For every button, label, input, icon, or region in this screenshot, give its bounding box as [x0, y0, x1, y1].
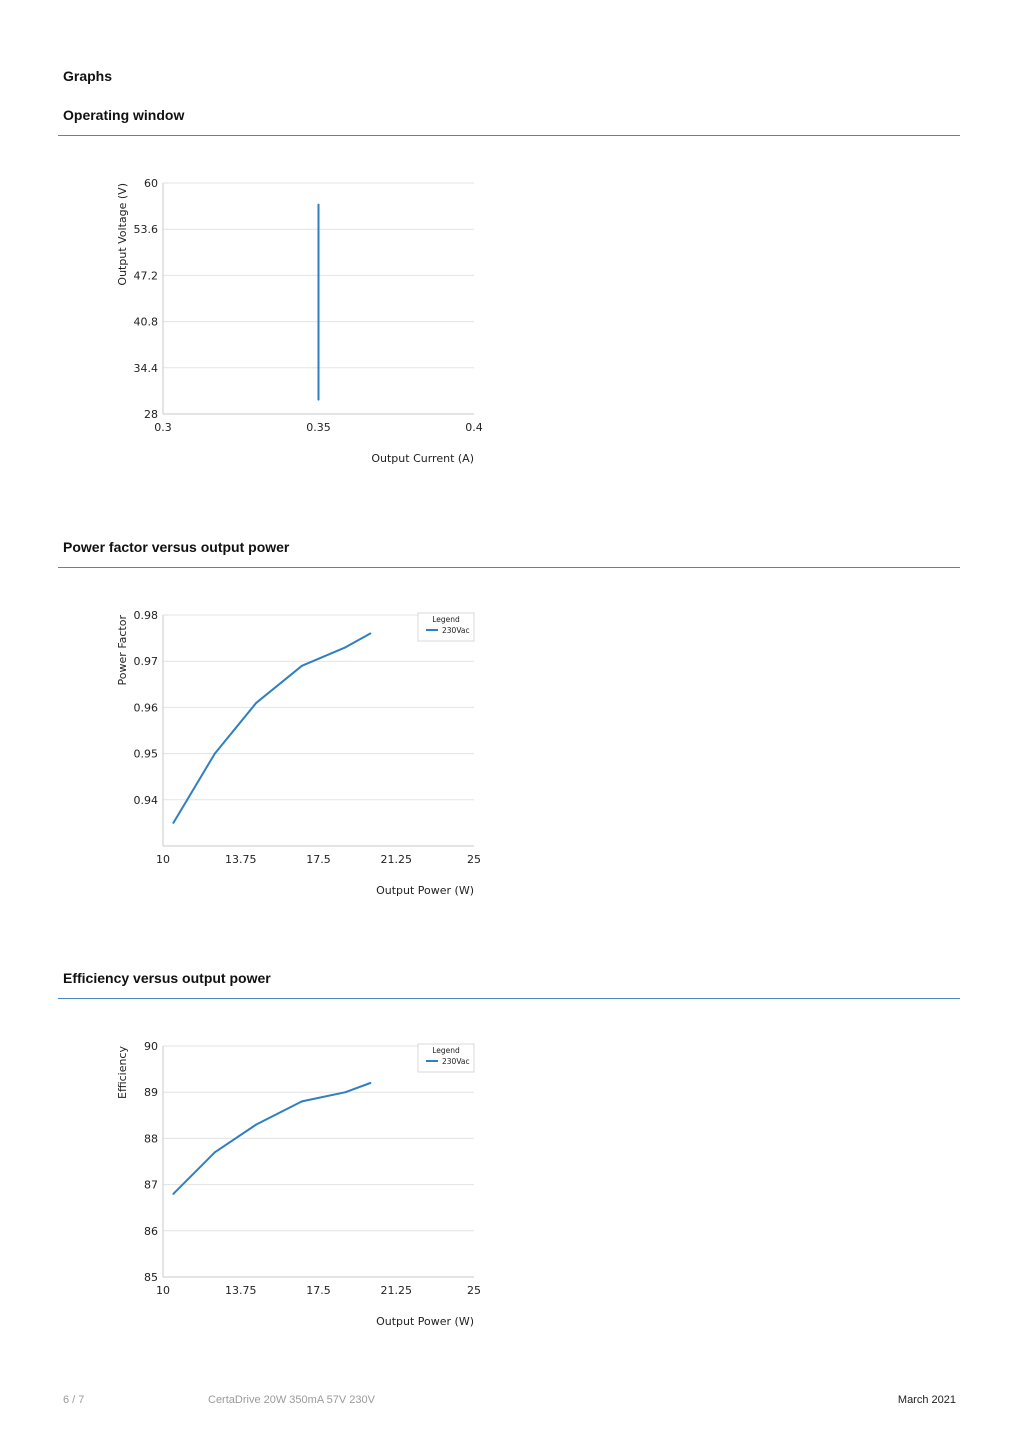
y-tick-label: 60	[144, 177, 158, 190]
data-point	[317, 398, 320, 401]
series-line-230Vac	[172, 1082, 371, 1195]
x-tick-label: 13.75	[225, 1284, 257, 1297]
x-tick-label: 13.75	[225, 853, 257, 866]
legend-item: 230Vac	[442, 1057, 470, 1066]
legend-box	[417, 1043, 475, 1073]
y-tick-label: 0.96	[134, 701, 159, 714]
y-tick-label: 88	[144, 1132, 158, 1145]
data-point	[255, 1123, 258, 1126]
y-tick-label: 0.94	[134, 794, 159, 807]
y-tick-label: 0.97	[134, 655, 159, 668]
y-tick-label: 34.4	[134, 362, 159, 375]
y-tick-label: 0.95	[134, 748, 159, 761]
x-tick-label: 0.4	[465, 421, 483, 434]
x-tick-label: 10	[156, 1284, 170, 1297]
data-point	[213, 752, 216, 755]
y-tick-label: 53.6	[134, 223, 159, 236]
legend-box	[417, 612, 475, 642]
series-line-230Vac	[172, 632, 371, 824]
data-point	[300, 664, 303, 667]
x-tick-label: 17.5	[306, 1284, 331, 1297]
x-tick-label: 21.25	[381, 853, 413, 866]
section-divider	[58, 998, 960, 999]
data-point	[300, 1100, 303, 1103]
y-tick-label: 89	[144, 1086, 158, 1099]
data-point	[255, 701, 258, 704]
x-tick-label: 0.35	[306, 421, 331, 434]
data-point	[344, 646, 347, 649]
y-tick-label: 85	[144, 1271, 158, 1284]
data-point	[344, 1091, 347, 1094]
data-point	[317, 203, 320, 206]
data-point	[369, 632, 372, 635]
power-factor-chart: 0.98 0.97 0.96 0.95 0.94 10 13.75 17.5 21.25 25 Ou…	[116, 609, 481, 897]
section-title-efficiency: Efficiency versus output power	[63, 970, 271, 986]
data-point	[369, 1081, 372, 1084]
y-tick-label: 86	[144, 1225, 158, 1238]
x-axis-label: Output Power (W)	[376, 884, 474, 897]
x-axis-label: Output Current (A)	[371, 452, 474, 465]
section-title-operating-window: Operating window	[63, 107, 185, 123]
legend-title: Legend	[432, 1046, 460, 1055]
y-axis-label: Power Factor	[116, 615, 129, 686]
y-axis-label: Efficiency	[116, 1046, 129, 1099]
footer-date: March 2021	[897, 1394, 956, 1406]
y-tick-label: 28	[144, 408, 158, 421]
y-tick-label: 47.2	[134, 269, 159, 282]
section-divider	[58, 135, 960, 136]
y-tick-label: 0.98	[134, 609, 159, 622]
y-axis-label: Output Voltage (V)	[116, 183, 129, 286]
data-point	[172, 1192, 175, 1195]
section-divider	[58, 567, 960, 568]
y-tick-label: 87	[144, 1179, 158, 1192]
footer-page-number: 6 / 7	[63, 1394, 85, 1406]
data-point	[172, 821, 175, 824]
legend-title: Legend	[432, 615, 460, 624]
operating-window-chart: 60 53.6 47.2 40.8 34.4 280.3 0.35 0.4 Output Cur…	[116, 177, 483, 465]
x-axis-label: Output Power (W)	[376, 1315, 474, 1328]
x-tick-label: 25	[467, 1284, 481, 1297]
x-tick-label: 17.5	[306, 853, 331, 866]
data-point	[213, 1151, 216, 1154]
x-tick-label: 21.25	[381, 1284, 413, 1297]
x-tick-label: 0.3	[154, 421, 172, 434]
y-tick-label: 90	[144, 1040, 158, 1053]
x-tick-label: 25	[467, 853, 481, 866]
legend-item: 230Vac	[442, 626, 470, 635]
footer-product-name: CertaDrive 20W 350mA 57V 230V	[208, 1394, 375, 1406]
y-tick-label: 40.8	[134, 316, 159, 329]
page-heading: Graphs	[63, 68, 113, 84]
section-title-power-factor: Power factor versus output power	[63, 539, 290, 555]
x-tick-label: 10	[156, 853, 170, 866]
